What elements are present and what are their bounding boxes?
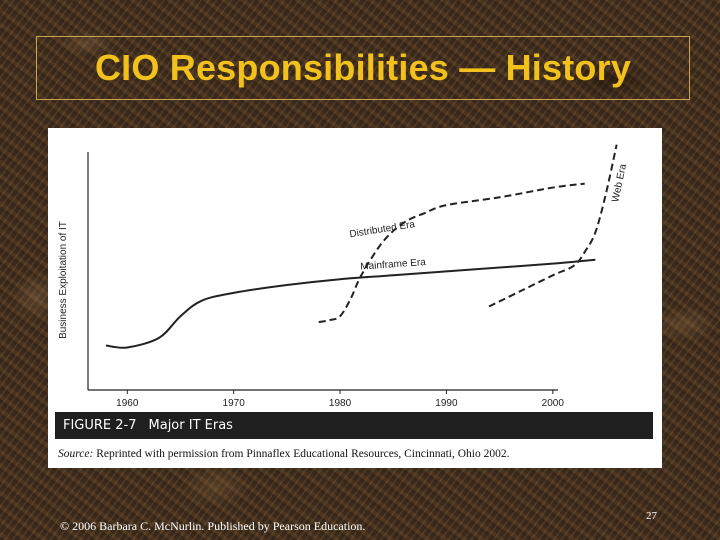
series-web-era xyxy=(488,144,618,308)
copyright-footer: © 2006 Barbara C. McNurlin. Published by… xyxy=(60,519,366,533)
series-label-distributed-era: Distributed Era xyxy=(349,219,416,240)
source-label: Source: xyxy=(58,448,94,460)
series-distributed-era xyxy=(318,182,585,324)
page-number: 27 xyxy=(646,510,657,522)
series-label-web-era: Web Era xyxy=(610,163,629,204)
source-text: Reprinted with permission from Pinnaflex… xyxy=(96,448,510,460)
title-box: CIO Responsibilities — History xyxy=(36,36,690,100)
x-tick-label: 1970 xyxy=(223,398,246,409)
figure-panel: 1960 1970 1980 1990 2000 Business Exploitati… xyxy=(48,128,662,468)
chart-axes: 1960 1970 1980 1990 2000 xyxy=(87,152,565,409)
chart-series xyxy=(105,144,618,349)
slide-title: CIO Responsibilities — History xyxy=(94,47,632,88)
series-label-mainframe-era: Mainframe Era xyxy=(360,257,427,273)
x-tick-label: 1990 xyxy=(435,398,458,409)
x-tick-label: 1960 xyxy=(116,398,139,409)
x-tick-label: 1980 xyxy=(329,398,352,409)
x-tick-label: 2000 xyxy=(542,398,565,409)
series-mainframe-era xyxy=(105,258,596,349)
figure-caption-title: Major IT Eras xyxy=(148,418,233,433)
y-axis-label: Business Exploitation of IT xyxy=(58,221,69,339)
figure-caption-bar: FIGURE 2-7 Major IT Eras xyxy=(55,412,653,439)
figure-number: FIGURE 2-7 xyxy=(63,418,137,433)
major-it-eras-chart: 1960 1970 1980 1990 2000 Business Exploitati… xyxy=(58,144,629,409)
figure-source: Source: Reprinted with permission from P… xyxy=(58,448,510,460)
